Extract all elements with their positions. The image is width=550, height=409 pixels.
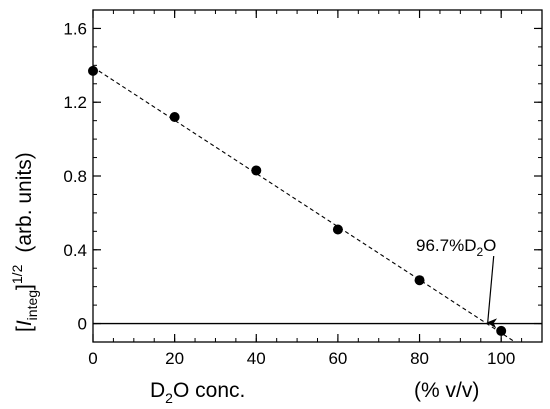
annotation-sub: 2 xyxy=(476,245,483,259)
x-tick-label: 60 xyxy=(328,349,347,368)
data-points xyxy=(88,65,507,336)
x-axis-title-units: (% v/v) xyxy=(414,379,479,402)
data-point xyxy=(496,325,507,336)
x-tick-label: 20 xyxy=(165,349,184,368)
y-tick-labels: 0 0.4 0.8 1.2 1.6 xyxy=(63,19,87,333)
data-point xyxy=(332,224,343,235)
y-axis-title-close-bracket: ] xyxy=(13,284,36,290)
x-axis-title-suffix: O conc. xyxy=(173,379,245,402)
annotation-label: 96.7%D2O xyxy=(416,236,496,259)
x-axis-title: D2O conc. (% v/v) xyxy=(150,379,479,406)
y-tick-label: 0.8 xyxy=(63,167,87,186)
data-point xyxy=(414,275,425,286)
major-ticks xyxy=(92,10,542,342)
x-tick-label: 40 xyxy=(247,349,266,368)
y-axis-title: [Iinteg]1/2 (arb. units) xyxy=(9,152,40,332)
annotation-arrow xyxy=(486,255,498,329)
y-axis-title-sub: integ xyxy=(24,290,40,320)
y-tick-label: 0 xyxy=(78,315,87,334)
y-tick-label: 0.4 xyxy=(63,241,87,260)
plot-frame xyxy=(92,9,543,343)
y-axis-title-symbol: I xyxy=(13,320,36,326)
x-axis-title-sub: 2 xyxy=(165,390,173,406)
x-tick-label: 80 xyxy=(410,349,429,368)
x-tick-labels: 0 20 40 60 80 100 xyxy=(88,349,515,368)
data-point xyxy=(251,165,262,176)
y-tick-label: 1.2 xyxy=(63,93,87,112)
x-tick-label: 100 xyxy=(487,349,515,368)
data-point xyxy=(169,111,180,122)
y-axis-title-sup: 1/2 xyxy=(9,264,25,284)
minor-ticks xyxy=(92,9,543,343)
y-axis-title-open-bracket: [ xyxy=(13,326,36,332)
fit-line xyxy=(92,66,516,343)
annotation-prefix: 96.7%D xyxy=(416,236,476,255)
y-axis-title-units: (arb. units) xyxy=(13,152,36,252)
annotation-suffix: O xyxy=(483,236,496,255)
x-tick-label: 0 xyxy=(88,349,97,368)
x-axis-title-prefix: D xyxy=(150,379,165,402)
y-tick-label: 1.6 xyxy=(63,19,87,38)
